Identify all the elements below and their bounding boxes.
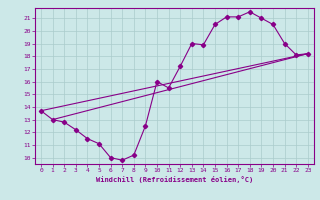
X-axis label: Windchill (Refroidissement éolien,°C): Windchill (Refroidissement éolien,°C) (96, 176, 253, 183)
